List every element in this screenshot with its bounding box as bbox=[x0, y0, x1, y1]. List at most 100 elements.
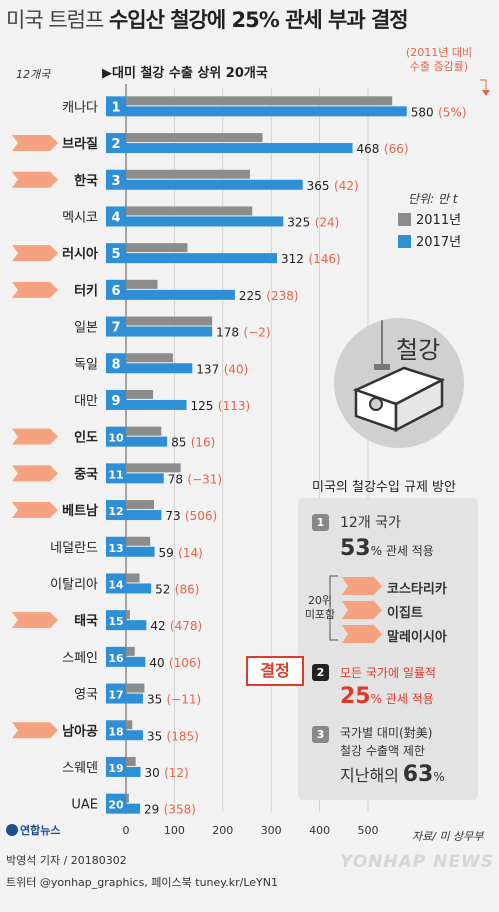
change-label-15: (106) bbox=[169, 656, 201, 670]
value-label-8: 125 bbox=[191, 399, 214, 413]
logo: 연합뉴스 bbox=[6, 822, 60, 838]
change-label-4: (146) bbox=[308, 252, 340, 266]
rank-badge-12 bbox=[106, 536, 126, 557]
exclude-label: 20위 미포함 bbox=[300, 594, 340, 622]
change-label-16: (−11) bbox=[167, 693, 202, 707]
value-label-13: 52 bbox=[155, 582, 170, 596]
rank-badge-6 bbox=[106, 316, 126, 337]
rank-badge-18 bbox=[106, 756, 126, 777]
highlight-tag-10 bbox=[12, 465, 58, 482]
x-tick-label-1: 100 bbox=[164, 824, 185, 837]
note-arrow-head bbox=[482, 90, 490, 96]
rank-number-1: 2 bbox=[111, 137, 120, 152]
highlight-tag-2 bbox=[12, 171, 58, 188]
rank-number-18: 19 bbox=[108, 762, 123, 775]
rank-badge-2 bbox=[106, 169, 126, 190]
category-label-12: 네덜란드 bbox=[50, 541, 98, 556]
exclude-label-line1: 20위 bbox=[307, 594, 333, 607]
country-tag-2-arrow bbox=[342, 601, 382, 619]
bar-2017-18 bbox=[126, 766, 141, 777]
option3-rate-value: 63 bbox=[402, 762, 434, 787]
rank-badge-15 bbox=[106, 646, 126, 667]
option1-text: 12개 국가 bbox=[340, 515, 401, 531]
rank-number-7: 8 bbox=[111, 357, 120, 372]
bar-2011-5 bbox=[126, 279, 158, 289]
country-tag-3-arrow bbox=[342, 625, 382, 643]
category-label-18: 스웨덴 bbox=[62, 761, 98, 776]
option3-line2: 철강 수출액 제한 bbox=[340, 744, 425, 758]
category-label-11: 베트남 bbox=[62, 503, 98, 519]
change-label-14: (478) bbox=[170, 619, 202, 633]
title-part2: 수입산 철강에 25% 관세 부과 결정 bbox=[108, 8, 409, 32]
bar-2011-14 bbox=[126, 610, 130, 620]
bar-2011-7 bbox=[126, 353, 173, 363]
logo-text: 연합뉴스 bbox=[20, 824, 61, 837]
rank-number-4: 5 bbox=[111, 247, 120, 262]
value-label-18: 30 bbox=[145, 766, 160, 780]
rank-number-12: 13 bbox=[108, 542, 123, 555]
bar-2011-16 bbox=[126, 683, 145, 693]
bar-2011-3 bbox=[126, 206, 253, 216]
change-label-13: (86) bbox=[175, 582, 200, 596]
rank-number-5: 6 bbox=[111, 284, 120, 299]
rank-badge-13 bbox=[106, 573, 126, 594]
category-label-13: 이탈리아 bbox=[50, 577, 98, 592]
country-tag-1: 코스타리카 bbox=[387, 582, 447, 597]
bar-2017-11 bbox=[126, 510, 162, 521]
rank-badge-17 bbox=[106, 720, 126, 741]
category-label-8: 대만 bbox=[74, 394, 98, 409]
change-label-1: (66) bbox=[384, 142, 409, 156]
highlight-tag-17 bbox=[12, 722, 58, 739]
category-label-14: 태국 bbox=[74, 614, 98, 629]
option3-rate-tail: % bbox=[433, 770, 445, 784]
rank-badge-9 bbox=[106, 426, 126, 447]
value-label-12: 59 bbox=[159, 546, 174, 560]
option2-line1: 모든 국가에 일률적 bbox=[340, 666, 436, 680]
value-label-6: 178 bbox=[216, 326, 239, 340]
rank-number-16: 17 bbox=[108, 689, 123, 702]
bar-2017-16 bbox=[126, 693, 143, 704]
value-label-10: 78 bbox=[168, 472, 183, 486]
legend-label-2017: 2017년 bbox=[416, 235, 462, 250]
rank-number-9: 10 bbox=[108, 432, 124, 445]
top-note-line1: (2011년 대비 bbox=[405, 46, 473, 59]
option2-rate-value: 25 bbox=[340, 684, 371, 709]
bar-2017-3 bbox=[126, 216, 284, 227]
rank-badge-5 bbox=[106, 279, 126, 300]
exclude-label-line2: 미포함 bbox=[304, 608, 336, 621]
value-label-19: 29 bbox=[144, 803, 159, 817]
option3-badge: 3 bbox=[312, 726, 329, 743]
change-label-19: (358) bbox=[164, 803, 196, 817]
value-label-16: 35 bbox=[147, 693, 162, 707]
rank-number-13: 14 bbox=[108, 578, 124, 591]
category-label-1: 브라질 bbox=[62, 136, 98, 152]
steel-beam-icon bbox=[352, 318, 446, 433]
x-tick-label-5: 500 bbox=[358, 824, 379, 837]
side-label: 12개국 bbox=[16, 68, 51, 81]
legend-item-2017: 2017년 bbox=[398, 232, 461, 254]
bar-2017-13 bbox=[126, 583, 152, 594]
note-arrow-line bbox=[480, 79, 487, 92]
value-label-11: 73 bbox=[165, 509, 180, 523]
bar-2017-6 bbox=[126, 326, 213, 337]
highlight-tag-4 bbox=[12, 245, 58, 262]
legend-swatch-2011 bbox=[398, 213, 411, 226]
bar-2011-18 bbox=[126, 756, 136, 766]
option1-rate: 53% 관세 적용 bbox=[340, 536, 434, 561]
change-label-7: (40) bbox=[224, 362, 249, 376]
option1-badge: 1 bbox=[312, 514, 329, 531]
change-label-17: (185) bbox=[167, 729, 199, 743]
rank-number-8: 9 bbox=[111, 394, 120, 409]
value-label-9: 85 bbox=[171, 436, 186, 450]
watermark: YONHAP NEWS bbox=[340, 852, 494, 872]
rank-number-3: 4 bbox=[111, 210, 120, 225]
bar-2011-2 bbox=[126, 169, 250, 179]
option1-rate-tail: % 관세 적용 bbox=[370, 544, 434, 558]
value-label-17: 35 bbox=[147, 729, 162, 743]
rank-badge-14 bbox=[106, 610, 126, 631]
bar-2017-0 bbox=[126, 106, 407, 117]
option1-rate-value: 53 bbox=[340, 536, 371, 561]
page-title: 미국 트럼프 수입산 철강에 25% 관세 부과 결정 bbox=[0, 0, 499, 40]
x-tick-label-3: 300 bbox=[261, 824, 282, 837]
bar-2011-13 bbox=[126, 573, 140, 583]
